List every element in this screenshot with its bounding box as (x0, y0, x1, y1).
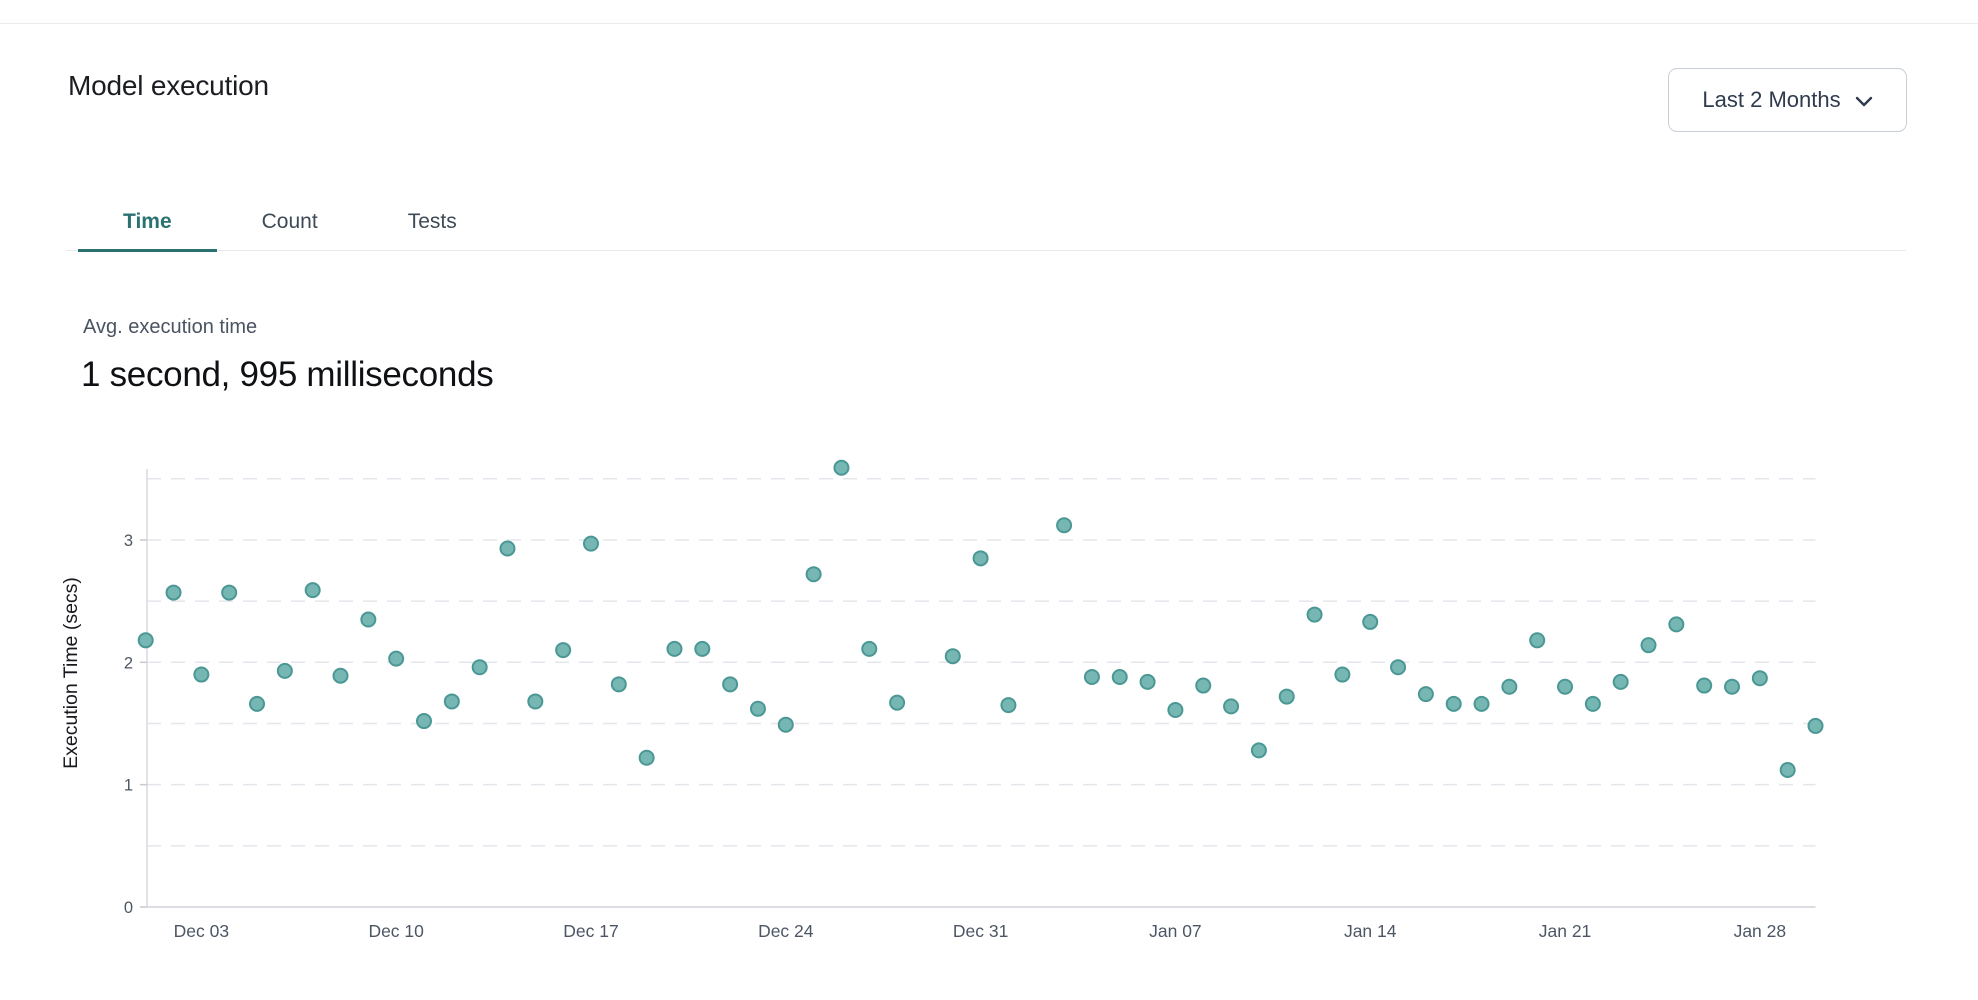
data-point[interactable] (388, 650, 405, 667)
data-point[interactable] (1612, 673, 1629, 690)
top-divider (0, 23, 1978, 24)
data-point[interactable] (304, 582, 321, 599)
data-point[interactable] (332, 667, 349, 684)
data-point[interactable] (1390, 659, 1407, 676)
data-point[interactable] (833, 459, 850, 476)
data-point[interactable] (1473, 695, 1490, 712)
x-axis-tick-label: Jan 07 (1149, 921, 1202, 941)
data-point[interactable] (1111, 668, 1128, 685)
data-point[interactable] (165, 584, 182, 601)
y-axis-tick-label: 2 (124, 654, 133, 672)
data-point[interactable] (1083, 668, 1100, 685)
data-point[interactable] (1640, 637, 1657, 654)
data-point[interactable] (193, 666, 210, 683)
data-point[interactable] (1417, 686, 1434, 703)
chevron-down-icon (1855, 96, 1872, 106)
x-axis-tick-label: Dec 03 (174, 921, 229, 941)
tab-bar: Time Count Tests (66, 194, 1906, 252)
data-point[interactable] (582, 535, 599, 552)
data-point[interactable] (1557, 678, 1574, 695)
data-point[interactable] (527, 693, 544, 710)
execution-time-chart: 0 1 2 3 Dec 03 Dec 10 Dec 17 Dec 24 Dec 31 Jan 07… (0, 440, 1978, 1000)
data-point[interactable] (1668, 616, 1685, 633)
y-axis-tick-label: 0 (124, 899, 133, 917)
data-point[interactable] (638, 749, 655, 766)
data-point[interactable] (416, 713, 432, 730)
data-point[interactable] (137, 632, 154, 649)
x-axis-tick-label: Dec 10 (368, 921, 424, 941)
data-point[interactable] (666, 640, 683, 657)
data-point[interactable] (471, 659, 488, 676)
data-point[interactable] (944, 648, 961, 665)
data-point[interactable] (1779, 761, 1796, 778)
data-point[interactable] (749, 700, 766, 717)
data-point[interactable] (221, 584, 238, 601)
x-axis-tick-label: Dec 31 (953, 921, 1008, 941)
data-point[interactable] (1250, 742, 1267, 759)
x-axis-tick-label: Dec 24 (758, 921, 814, 941)
x-axis-tick-label: Jan 14 (1344, 921, 1397, 941)
data-point[interactable] (1696, 677, 1713, 694)
data-point[interactable] (360, 611, 377, 628)
data-point[interactable] (1445, 695, 1462, 712)
x-axis-tick-label: Jan 28 (1734, 921, 1787, 941)
data-point[interactable] (1056, 517, 1073, 534)
y-axis-tick-label: 1 (124, 777, 133, 795)
data-point[interactable] (1223, 698, 1240, 715)
y-axis-title: Execution Time (secs) (60, 577, 82, 769)
data-point[interactable] (1306, 606, 1323, 623)
data-point[interactable] (1807, 717, 1824, 734)
data-point[interactable] (1584, 695, 1601, 712)
execution-time-scatter-svg: 0 1 2 3 Dec 03 Dec 10 Dec 17 Dec 24 Dec 31 Jan 07… (60, 459, 1824, 941)
data-point[interactable] (1724, 678, 1741, 695)
data-point[interactable] (610, 676, 627, 693)
data-point[interactable] (861, 640, 878, 657)
data-point[interactable] (1195, 677, 1212, 694)
data-point[interactable] (1278, 688, 1295, 705)
data-point[interactable] (722, 676, 739, 693)
date-range-dropdown[interactable]: Last 2 Months (1668, 68, 1907, 132)
data-point[interactable] (555, 642, 572, 659)
data-point[interactable] (499, 540, 516, 557)
x-axis-tick-label: Jan 21 (1539, 921, 1592, 941)
tab-tests[interactable]: Tests (407, 210, 457, 233)
data-point[interactable] (1751, 670, 1768, 687)
data-point[interactable] (1139, 673, 1156, 690)
page-title: Model execution (68, 70, 269, 101)
data-point[interactable] (1362, 613, 1379, 630)
data-point[interactable] (443, 693, 460, 710)
data-point[interactable] (889, 694, 906, 711)
data-point[interactable] (1501, 678, 1518, 695)
x-axis-tick-label: Dec 17 (563, 921, 618, 941)
data-point[interactable] (1167, 702, 1184, 719)
avg-execution-time-value: 1 second, 995 milliseconds (81, 355, 494, 394)
data-point[interactable] (805, 566, 822, 583)
date-range-label: Last 2 Months (1702, 87, 1841, 112)
y-axis-tick-label: 3 (124, 532, 133, 550)
data-point[interactable] (276, 662, 293, 679)
tab-time[interactable]: Time (78, 194, 217, 252)
data-point[interactable] (1334, 666, 1351, 683)
data-point[interactable] (777, 716, 794, 733)
avg-execution-time-label: Avg. execution time (83, 316, 258, 338)
data-point[interactable] (1000, 697, 1017, 714)
data-point[interactable] (694, 640, 711, 657)
data-point[interactable] (972, 550, 989, 567)
data-point[interactable] (1529, 632, 1546, 649)
data-point[interactable] (249, 695, 266, 712)
tab-count[interactable]: Count (261, 210, 318, 233)
